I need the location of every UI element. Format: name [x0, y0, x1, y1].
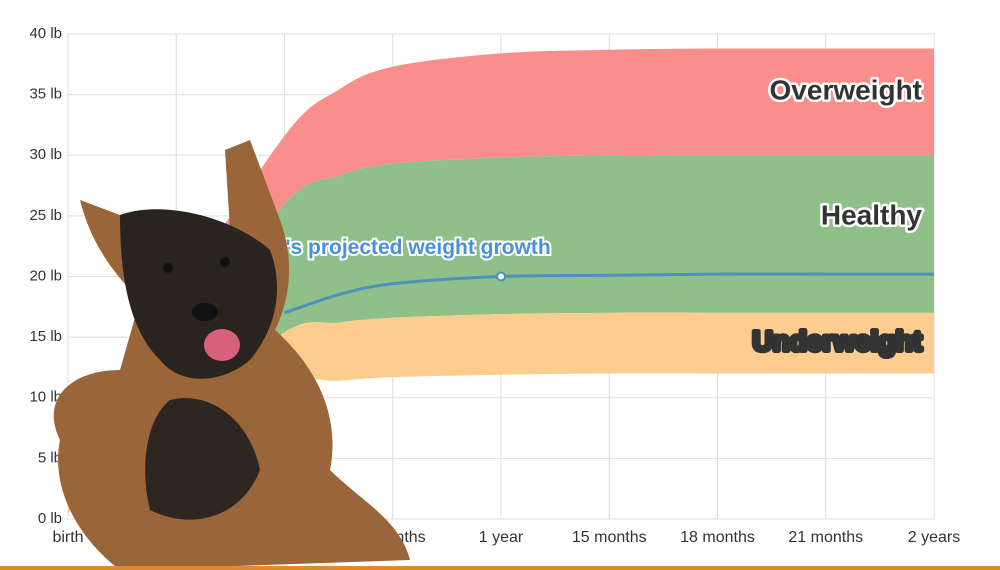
band-label: Overweight — [770, 74, 922, 105]
y-tick-label: 35 lb — [29, 86, 62, 103]
growth-line — [284, 272, 934, 315]
puppy-photo — [53, 140, 410, 570]
x-tick-label: 2 years — [908, 529, 960, 546]
bottom-rule — [0, 566, 1000, 570]
y-tick-label: 10 lb — [29, 389, 62, 406]
y-tick-label: 30 lb — [29, 146, 62, 163]
dog-eye — [220, 257, 230, 267]
x-tick-label: 15 months — [572, 529, 647, 546]
x-tick-label: 18 months — [680, 529, 755, 546]
x-tick-label: 1 year — [479, 529, 524, 546]
dog-tongue — [204, 329, 240, 361]
dog-face — [120, 209, 278, 379]
band-label: Underweight — [752, 326, 922, 357]
band-area — [68, 48, 934, 483]
dog-eye — [163, 263, 173, 273]
y-tick-label: 15 lb — [29, 328, 62, 345]
y-tick-label: 20 lb — [29, 267, 62, 284]
band-label: Healthy — [821, 200, 923, 231]
x-tick-label: birth — [52, 529, 83, 546]
dog-nose — [192, 303, 218, 321]
x-tick-label: 21 months — [788, 529, 863, 546]
dog-chest — [145, 398, 260, 520]
y-tick-label: 5 lb — [38, 449, 62, 466]
y-tick-label: 40 lb — [29, 25, 62, 42]
growth-point — [496, 271, 506, 282]
y-tick-label: 0 lb — [38, 510, 62, 527]
y-tick-label: 25 lb — [29, 207, 62, 224]
